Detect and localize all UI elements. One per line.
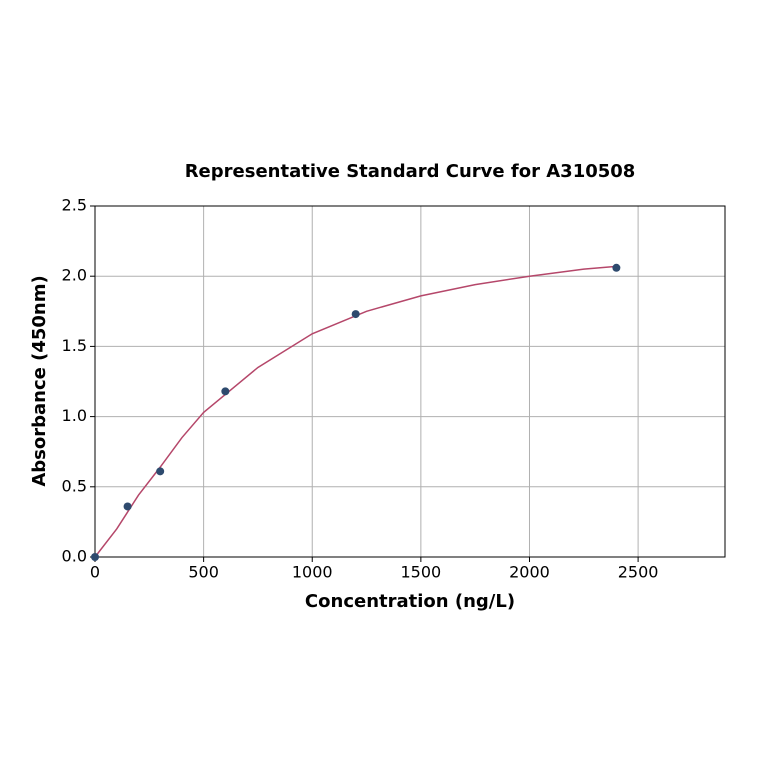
y-tick-label: 1.5 [62, 336, 87, 355]
data-point [123, 502, 132, 511]
plot-frame [94, 205, 726, 558]
y-axis-label: Absorbance (450nm) [29, 275, 50, 486]
y-tick-label: 1.0 [62, 406, 87, 425]
x-tick-label: 0 [90, 563, 100, 582]
y-tick-label: 2.5 [62, 196, 87, 215]
x-tick-label: 1500 [401, 563, 442, 582]
x-tick-label: 1000 [292, 563, 333, 582]
data-point [612, 263, 621, 272]
data-point [156, 467, 165, 476]
x-tick-label: 2500 [618, 563, 659, 582]
x-axis-label: Concentration (ng/L) [305, 591, 515, 612]
data-point [91, 553, 99, 561]
chart-title: Representative Standard Curve for A31050… [185, 161, 636, 182]
y-tick-label: 2.0 [62, 266, 87, 285]
data-point [221, 387, 230, 396]
y-tick-label: 0.5 [62, 476, 87, 495]
y-tick-label: 0.0 [62, 547, 87, 566]
fit-curve [94, 265, 617, 558]
x-tick-label: 2000 [509, 563, 550, 582]
x-tick-label: 500 [188, 563, 219, 582]
data-point [351, 310, 360, 319]
